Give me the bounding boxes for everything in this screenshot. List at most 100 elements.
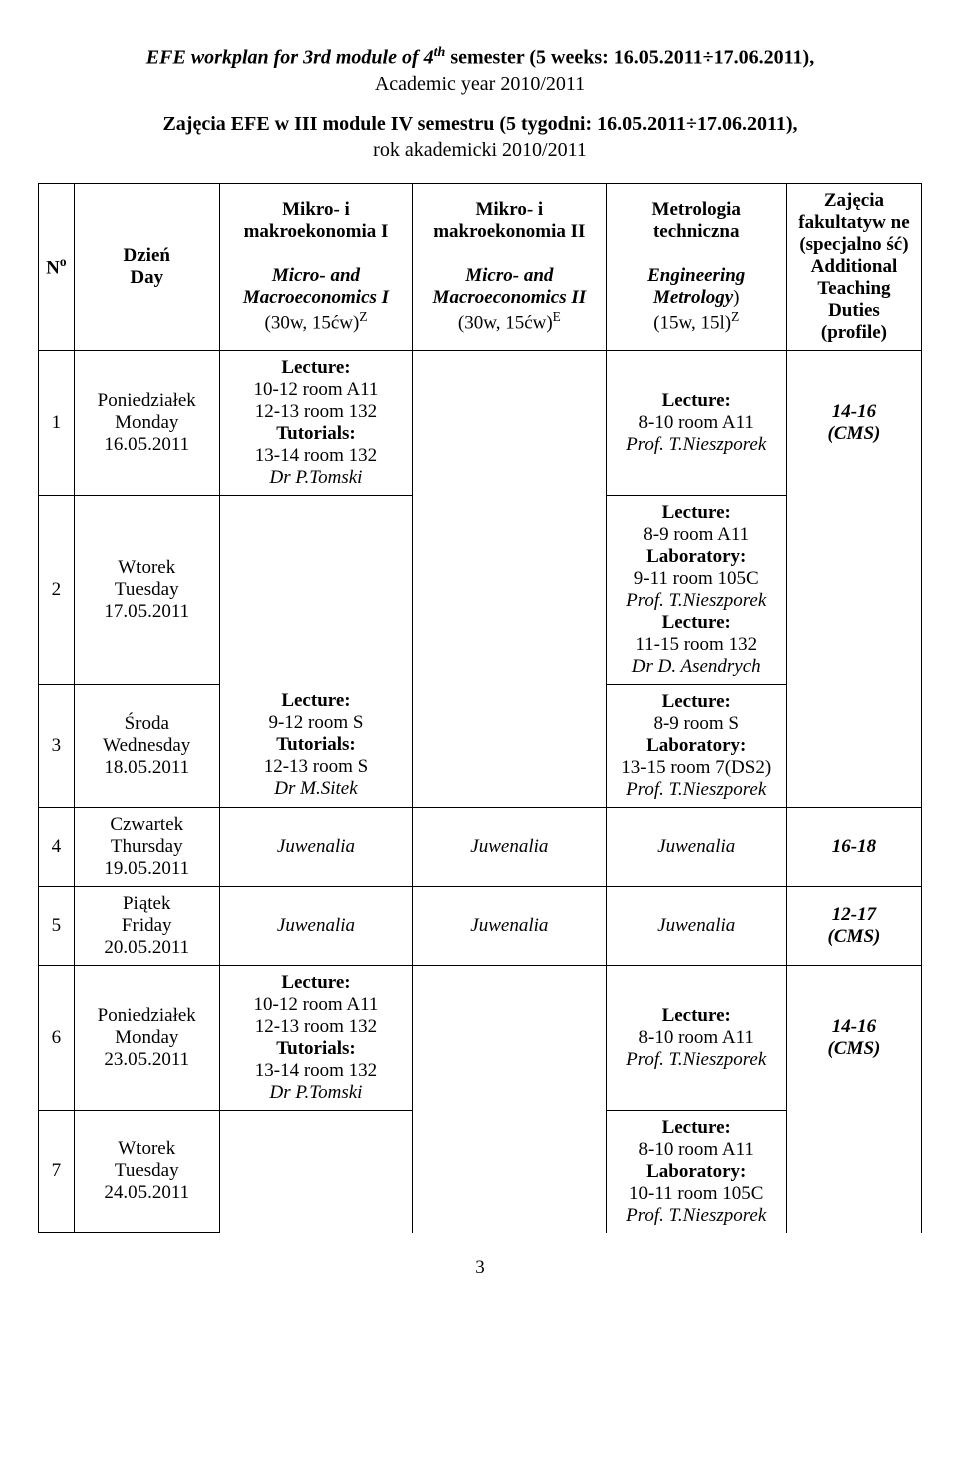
hdr-no: No xyxy=(39,183,75,350)
metr-lec: Lecture: xyxy=(613,390,780,412)
day-b: Tuesday xyxy=(81,579,213,601)
metr-l1: 8-9 room S xyxy=(613,713,780,735)
day-c: 20.05.2011 xyxy=(81,937,213,959)
m1-l3: 13-14 room 132 xyxy=(226,445,406,467)
metr-auth: Prof. T.Nieszporek xyxy=(613,1049,780,1071)
title-1b: semester (5 weeks: 16.05.2011÷17.06.2011… xyxy=(445,47,814,69)
cell-no: 2 xyxy=(39,495,75,684)
metr-lec: Lecture: xyxy=(613,691,780,713)
cell-m1 xyxy=(219,1110,412,1233)
metr-lec1: Lecture: xyxy=(613,502,780,524)
m1-l2: 12-13 room S xyxy=(226,756,406,778)
hdr-metr-b: Engineering Metrology xyxy=(647,265,745,308)
m1-l1: 10-12 room A11 xyxy=(226,994,406,1016)
opt-b: (CMS) xyxy=(793,926,915,948)
m1-l2: 12-13 room 132 xyxy=(226,401,406,423)
hdr-m2-b: Micro- and Macroeconomics II xyxy=(419,265,599,309)
metr-l2: 13-15 room 7(DS2) xyxy=(613,757,780,779)
cell-m1: Juwenalia xyxy=(219,807,412,886)
m1-tut: Tutorials: xyxy=(226,1038,406,1060)
hdr-m2-a: Mikro- i makroekonomia II xyxy=(419,199,599,243)
day-b: Friday xyxy=(81,915,213,937)
cell-day: Środa Wednesday 18.05.2011 xyxy=(74,684,219,807)
hdr-m1: Mikro- i makroekonomia I Micro- and Macr… xyxy=(219,183,412,350)
day-a: Wtorek xyxy=(81,1138,213,1160)
table-row: 1 Poniedziałek Monday 16.05.2011 Lecture… xyxy=(39,350,922,495)
hdr-no-a: N xyxy=(46,257,60,278)
cell-metr: Juwenalia xyxy=(606,886,786,965)
doc-title-line2: Academic year 2010/2011 xyxy=(38,71,922,97)
opt-b: (CMS) xyxy=(793,423,915,445)
cell-m2: Juwenalia xyxy=(413,807,606,886)
cell-m2 xyxy=(413,495,606,684)
cell-opt: 16-18 xyxy=(786,807,921,886)
cell-opt: 14-16 (CMS) xyxy=(786,350,921,495)
cell-opt xyxy=(786,684,921,807)
cell-metr: Lecture: 8-10 room A11 Laboratory: 10-11… xyxy=(606,1110,786,1233)
hdr-m2-csup: E xyxy=(553,309,561,324)
table-row: 5 Piątek Friday 20.05.2011 Juwenalia Juw… xyxy=(39,886,922,965)
cell-m1: Lecture: 10-12 room A11 12-13 room 132 T… xyxy=(219,350,412,495)
cell-m1 xyxy=(219,495,412,684)
m1-l1: 10-12 room A11 xyxy=(226,379,406,401)
opt-a: 16-18 xyxy=(832,836,876,857)
cell-m2 xyxy=(413,1110,606,1233)
doc-title-line4: rok akademicki 2010/2011 xyxy=(38,137,922,163)
cell-m2: Juwenalia xyxy=(413,886,606,965)
hdr-metr-c: (15w, 15l) xyxy=(653,312,731,333)
metr-l1: 8-10 room A11 xyxy=(613,1027,780,1049)
table-row: 3 Środa Wednesday 18.05.2011 Lecture: 9-… xyxy=(39,684,922,807)
metr-auth1: Prof. T.Nieszporek xyxy=(613,590,780,612)
hdr-m1-b: Micro- and Macroeconomics I xyxy=(226,265,406,309)
table-row: 6 Poniedziałek Monday 23.05.2011 Lecture… xyxy=(39,965,922,1110)
m1-lec: Lecture: xyxy=(226,357,406,379)
hdr-m2: Mikro- i makroekonomia II Micro- and Mac… xyxy=(413,183,606,350)
metr-lab: Laboratory: xyxy=(613,735,780,757)
cell-opt xyxy=(786,495,921,684)
metr-l2: 9-11 room 105C xyxy=(613,568,780,590)
metr-auth: Prof. T.Nieszporek xyxy=(613,434,780,456)
cell-m1: Lecture: 9-12 room S Tutorials: 12-13 ro… xyxy=(219,684,412,807)
day-c: 19.05.2011 xyxy=(81,858,213,880)
metr-lec: Lecture: xyxy=(613,1005,780,1027)
hdr-m1-a: Mikro- i makroekonomia I xyxy=(226,199,406,243)
cell-m2 xyxy=(413,965,606,1110)
cell-metr: Lecture: 8-10 room A11 Prof. T.Nieszpore… xyxy=(606,965,786,1110)
day-a: Piątek xyxy=(81,893,213,915)
hdr-no-sup: o xyxy=(60,254,67,269)
cell-day: Czwartek Thursday 19.05.2011 xyxy=(74,807,219,886)
day-a: Środa xyxy=(81,713,213,735)
cell-day: Wtorek Tuesday 17.05.2011 xyxy=(74,495,219,684)
schedule-table: No Dzień Day Mikro- i makroekonomia I Mi… xyxy=(38,183,922,1234)
day-c: 23.05.2011 xyxy=(81,1049,213,1071)
m1-lec: Lecture: xyxy=(226,972,406,994)
cell-no: 6 xyxy=(39,965,75,1110)
cell-opt: 12-17 (CMS) xyxy=(786,886,921,965)
hdr-opt: Zajęcia fakultatyw ne (specjalno ść) Add… xyxy=(786,183,921,350)
day-b: Tuesday xyxy=(81,1160,213,1182)
cell-no: 1 xyxy=(39,350,75,495)
day-c: 18.05.2011 xyxy=(81,757,213,779)
cell-m2 xyxy=(413,684,606,807)
m1-tut: Tutorials: xyxy=(226,734,406,756)
cell-opt xyxy=(786,1110,921,1233)
metr-auth: Prof. T.Nieszporek xyxy=(613,779,780,801)
day-a: Poniedziałek xyxy=(81,390,213,412)
hdr-m2-c: (30w, 15ćw) xyxy=(458,312,553,333)
cell-day: Piątek Friday 20.05.2011 xyxy=(74,886,219,965)
hdr-day-b: Day xyxy=(81,267,213,289)
metr-l1: 8-9 room A11 xyxy=(613,524,780,546)
m1-auth: Dr P.Tomski xyxy=(226,1082,406,1104)
m1-l2: 12-13 room 132 xyxy=(226,1016,406,1038)
cell-day: Poniedziałek Monday 23.05.2011 xyxy=(74,965,219,1110)
cell-metr: Lecture: 8-9 room A11 Laboratory: 9-11 r… xyxy=(606,495,786,684)
m1-tut: Tutorials: xyxy=(226,423,406,445)
cell-m1: Juwenalia xyxy=(219,886,412,965)
day-a: Czwartek xyxy=(81,814,213,836)
cell-metr: Lecture: 8-9 room S Laboratory: 13-15 ro… xyxy=(606,684,786,807)
metr-auth2: Dr D. Asendrych xyxy=(613,656,780,678)
day-a: Poniedziałek xyxy=(81,1005,213,1027)
metr-l1: 8-10 room A11 xyxy=(613,1139,780,1161)
day-b: Wednesday xyxy=(81,735,213,757)
hdr-metr-paren: ) xyxy=(733,287,739,308)
